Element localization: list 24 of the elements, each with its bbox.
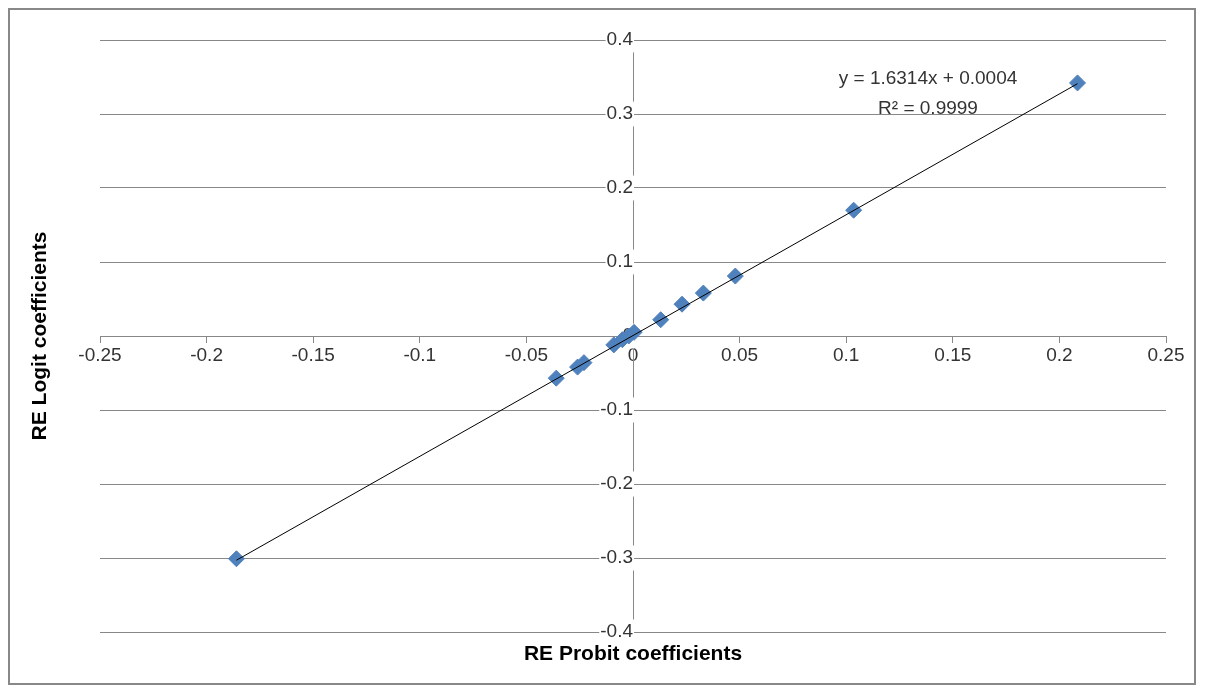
y-axis-title: RE Logit coefficients <box>26 231 50 441</box>
x-tick-label: -0.2 <box>190 343 223 365</box>
point <box>1069 74 1087 92</box>
x-tick-label: -0.1 <box>403 343 437 365</box>
y-tick-label: 0.4 <box>606 28 634 50</box>
annotation: R² = 0.9999 <box>878 97 978 119</box>
y-tick-label: -0.3 <box>600 546 633 568</box>
y-tick-label: 0.2 <box>606 176 633 198</box>
x-tick-label: -0.25 <box>78 343 122 365</box>
x-axis-title: RE Probit coefficients <box>523 640 743 664</box>
y-tick-label: -0.4 <box>600 620 634 642</box>
x-tick-label: 0.15 <box>934 343 972 365</box>
y-tick-label: -0.1 <box>600 398 633 420</box>
x-tick-label: 0.05 <box>721 343 759 365</box>
x-tick-label: -0.15 <box>291 343 335 365</box>
annotation: y = 1.6314x + 0.0004 <box>838 67 1018 89</box>
x-tick-label: 0.1 <box>832 343 860 365</box>
point <box>227 550 245 568</box>
y-tick-label: 0.3 <box>606 102 633 124</box>
y-tick-label: -0.2 <box>600 472 633 494</box>
y-tick-label: 0.1 <box>606 250 633 272</box>
x-tick-label: 0.25 <box>1147 343 1185 365</box>
x-tick-label: 0.2 <box>1046 343 1073 365</box>
x-tick-label: -0.05 <box>504 343 549 365</box>
